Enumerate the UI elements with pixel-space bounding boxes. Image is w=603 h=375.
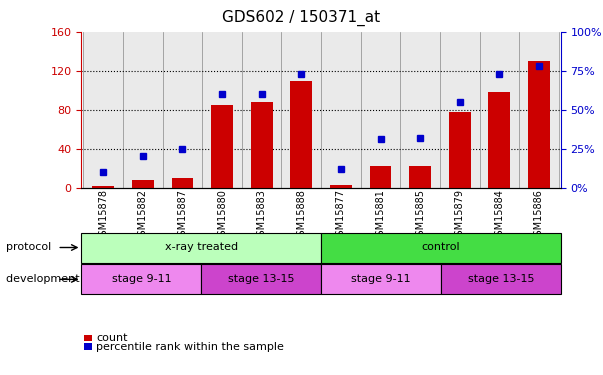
Bar	[321, 32, 361, 188]
Bar	[242, 32, 282, 188]
Bar	[202, 32, 242, 188]
Bar	[92, 186, 114, 188]
Text: percentile rank within the sample: percentile rank within the sample	[96, 342, 285, 351]
Bar	[409, 166, 431, 188]
Text: GDS602 / 150371_at: GDS602 / 150371_at	[223, 9, 380, 26]
Bar	[291, 81, 312, 188]
Bar	[361, 32, 400, 188]
Text: development stage: development stage	[6, 274, 114, 284]
Text: stage 9-11: stage 9-11	[351, 274, 411, 284]
Bar	[449, 112, 471, 188]
Bar	[132, 180, 154, 188]
Bar	[479, 32, 519, 188]
Bar	[528, 61, 550, 188]
Bar	[488, 92, 510, 188]
Text: stage 13-15: stage 13-15	[467, 274, 534, 284]
Bar	[282, 32, 321, 188]
Text: stage 9-11: stage 9-11	[112, 274, 171, 284]
Bar	[83, 32, 123, 188]
Bar	[211, 105, 233, 188]
Bar	[400, 32, 440, 188]
Text: count: count	[96, 333, 128, 343]
Bar	[440, 32, 479, 188]
Text: stage 13-15: stage 13-15	[228, 274, 294, 284]
Text: protocol: protocol	[6, 243, 51, 252]
Bar	[370, 166, 391, 188]
Bar	[163, 32, 202, 188]
Bar	[251, 102, 273, 188]
Bar	[519, 32, 559, 188]
Text: x-ray treated: x-ray treated	[165, 243, 238, 252]
Text: control: control	[421, 243, 460, 252]
Bar	[330, 184, 352, 188]
Bar	[171, 178, 194, 188]
Bar	[123, 32, 163, 188]
